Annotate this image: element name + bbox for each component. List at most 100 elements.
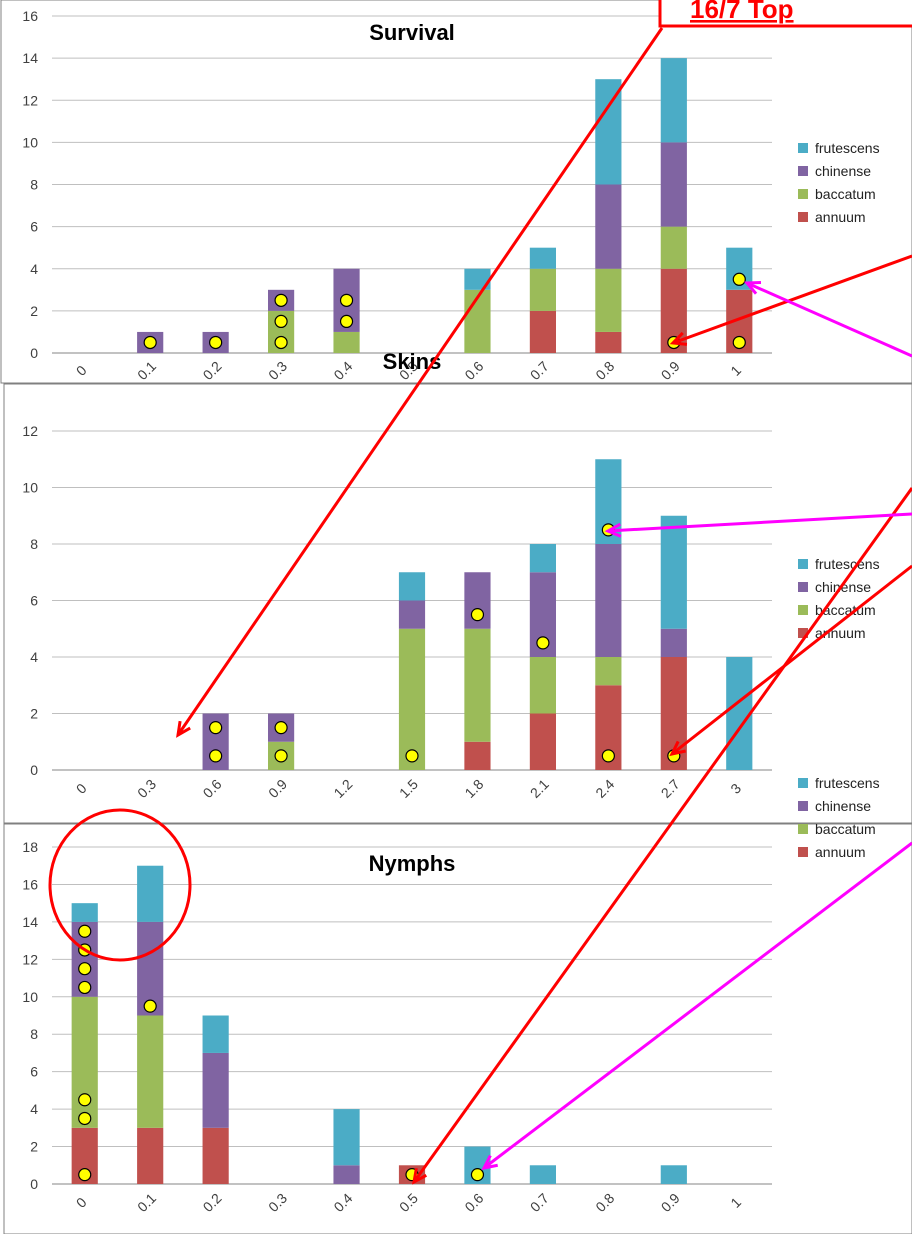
header-fragment-text: 16/7 Top xyxy=(690,0,794,24)
y-tick-label: 2 xyxy=(30,1139,38,1155)
data-marker xyxy=(733,336,745,348)
legend-label-annuum: annuum xyxy=(815,209,866,225)
y-tick-label: 8 xyxy=(30,1026,38,1042)
y-tick-label: 4 xyxy=(30,649,38,665)
legend-swatch-baccatum xyxy=(798,824,808,834)
bar-segment-chinense xyxy=(399,601,425,629)
legend-swatch-chinense xyxy=(798,801,808,811)
bar-segment-frutescens xyxy=(661,1165,687,1184)
bar-segment-chinense xyxy=(595,185,621,269)
y-tick-label: 0 xyxy=(30,762,38,778)
data-marker xyxy=(79,981,91,993)
data-marker xyxy=(210,722,222,734)
bar-segment-baccatum xyxy=(595,269,621,332)
y-tick-label: 6 xyxy=(30,1064,38,1080)
bar-segment-baccatum xyxy=(72,997,98,1128)
y-tick-label: 12 xyxy=(22,951,38,967)
data-marker xyxy=(275,722,287,734)
data-marker xyxy=(471,1169,483,1181)
bar-segment-baccatum xyxy=(137,1016,163,1128)
y-tick-label: 16 xyxy=(22,876,38,892)
bar-segment-frutescens xyxy=(530,1165,556,1184)
bar-segment-chinense xyxy=(661,629,687,657)
data-marker xyxy=(275,750,287,762)
bar-segment-frutescens xyxy=(72,903,98,922)
bar-segment-chinense xyxy=(595,544,621,657)
legend-label-baccatum: baccatum xyxy=(815,186,876,202)
legend-label-chinense: chinense xyxy=(815,798,871,814)
legend-swatch-annuum xyxy=(798,847,808,857)
legend-swatch-frutescens xyxy=(798,559,808,569)
data-marker xyxy=(79,963,91,975)
y-tick-label: 0 xyxy=(30,345,38,361)
bar-segment-frutescens xyxy=(530,544,556,572)
y-tick-label: 16 xyxy=(22,8,38,24)
bar-segment-baccatum xyxy=(530,657,556,714)
data-marker xyxy=(79,1169,91,1181)
legend-label-chinense: chinense xyxy=(815,579,871,595)
bar-segment-annuum xyxy=(203,1128,229,1184)
bar-segment-baccatum xyxy=(530,269,556,311)
legend-label-annuum: annuum xyxy=(815,625,866,641)
bar-segment-chinense xyxy=(203,1053,229,1128)
legend-label-frutescens: frutescens xyxy=(815,775,880,791)
y-tick-label: 10 xyxy=(22,480,38,496)
bar-segment-frutescens xyxy=(530,248,556,269)
y-tick-label: 2 xyxy=(30,706,38,722)
skins-panel-frame xyxy=(4,384,912,823)
data-marker xyxy=(406,750,418,762)
data-marker xyxy=(144,1000,156,1012)
bar-segment-frutescens xyxy=(203,1016,229,1053)
bar-segment-baccatum xyxy=(464,629,490,742)
data-marker xyxy=(275,336,287,348)
y-tick-label: 12 xyxy=(22,423,38,439)
data-marker xyxy=(210,336,222,348)
y-tick-label: 12 xyxy=(22,92,38,108)
y-tick-label: 8 xyxy=(30,536,38,552)
y-tick-label: 6 xyxy=(30,593,38,609)
legend-swatch-baccatum xyxy=(798,605,808,615)
legend-swatch-baccatum xyxy=(798,189,808,199)
data-marker xyxy=(275,315,287,327)
data-marker xyxy=(210,750,222,762)
y-tick-label: 4 xyxy=(30,261,38,277)
y-tick-label: 10 xyxy=(22,134,38,150)
bar-segment-annuum xyxy=(464,742,490,770)
y-tick-label: 6 xyxy=(30,219,38,235)
legend-label-chinense: chinense xyxy=(815,163,871,179)
chart-title: Nymphs xyxy=(369,851,456,876)
bar-segment-chinense xyxy=(661,142,687,226)
data-marker xyxy=(79,1112,91,1124)
bar-segment-baccatum xyxy=(661,227,687,269)
bar-segment-frutescens xyxy=(333,1109,359,1165)
y-tick-label: 2 xyxy=(30,303,38,319)
y-tick-label: 10 xyxy=(22,989,38,1005)
y-tick-label: 4 xyxy=(30,1101,38,1117)
bar-segment-frutescens xyxy=(661,516,687,629)
bar-segment-annuum xyxy=(137,1128,163,1184)
y-tick-label: 0 xyxy=(30,1176,38,1192)
bar-segment-baccatum xyxy=(399,629,425,770)
data-marker xyxy=(79,925,91,937)
data-marker xyxy=(602,750,614,762)
chart-title: Survival xyxy=(369,20,455,45)
data-marker xyxy=(341,294,353,306)
legend-swatch-annuum xyxy=(798,212,808,222)
bar-segment-annuum xyxy=(530,311,556,353)
data-marker xyxy=(79,1094,91,1106)
bar-segment-frutescens xyxy=(137,866,163,922)
y-tick-label: 18 xyxy=(22,839,38,855)
y-tick-label: 14 xyxy=(22,50,38,66)
bar-segment-annuum xyxy=(530,714,556,771)
legend-label-frutescens: frutescens xyxy=(815,556,880,572)
legend-swatch-chinense xyxy=(798,166,808,176)
legend-label-frutescens: frutescens xyxy=(815,140,880,156)
data-marker xyxy=(275,294,287,306)
bar-segment-chinense xyxy=(333,1165,359,1184)
legend-swatch-frutescens xyxy=(798,778,808,788)
y-tick-label: 14 xyxy=(22,914,38,930)
bar-segment-frutescens xyxy=(399,572,425,600)
bar-segment-annuum xyxy=(595,332,621,353)
legend-label-annuum: annuum xyxy=(815,844,866,860)
